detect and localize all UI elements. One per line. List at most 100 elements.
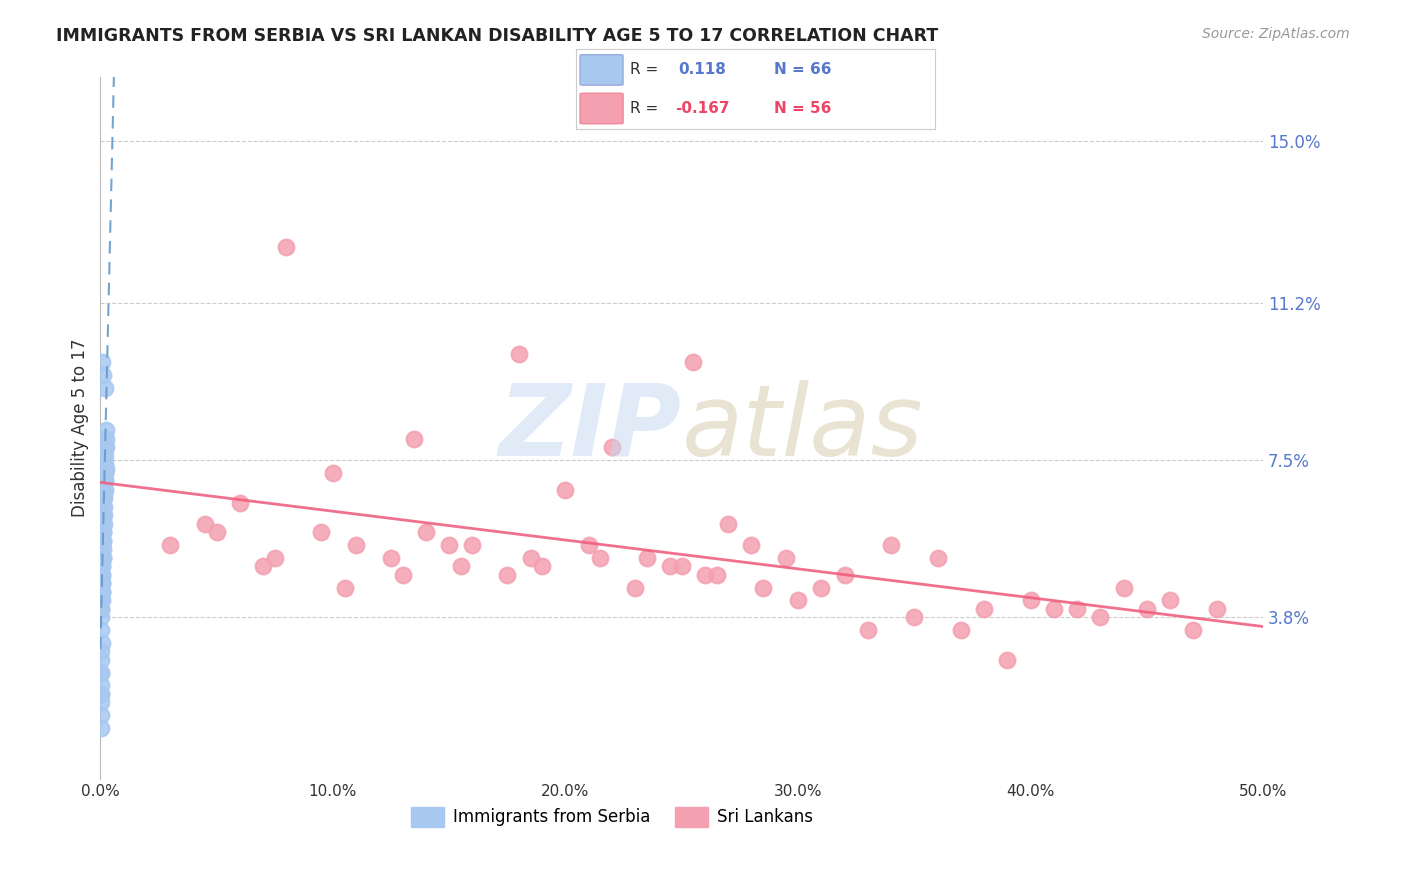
Point xyxy=(1090,610,1112,624)
Point xyxy=(90,538,112,552)
Point xyxy=(90,678,112,692)
Point xyxy=(93,368,115,382)
Text: IMMIGRANTS FROM SERBIA VS SRI LANKAN DISABILITY AGE 5 TO 17 CORRELATION CHART: IMMIGRANTS FROM SERBIA VS SRI LANKAN DIS… xyxy=(56,27,938,45)
Point xyxy=(600,440,623,454)
Point xyxy=(94,475,117,489)
Point xyxy=(404,432,426,446)
Point xyxy=(856,623,879,637)
Point xyxy=(380,550,402,565)
Point xyxy=(90,581,112,595)
Point xyxy=(91,567,114,582)
Point xyxy=(90,593,112,607)
Point xyxy=(90,610,112,624)
Point xyxy=(94,449,117,463)
Point xyxy=(775,550,797,565)
Point xyxy=(90,602,112,616)
Point xyxy=(787,593,810,607)
FancyBboxPatch shape xyxy=(581,54,623,86)
Point xyxy=(90,585,112,599)
Point xyxy=(91,516,114,531)
Point xyxy=(437,538,460,552)
Point xyxy=(90,687,112,701)
Point xyxy=(91,525,114,540)
Point xyxy=(94,440,117,454)
Point xyxy=(96,461,118,475)
Point xyxy=(333,581,356,595)
Point xyxy=(90,708,112,723)
Point xyxy=(496,567,519,582)
Point xyxy=(1205,602,1227,616)
Point xyxy=(91,475,114,489)
Point xyxy=(96,423,118,437)
Point xyxy=(659,559,682,574)
Point xyxy=(995,653,1018,667)
Point xyxy=(90,559,112,574)
Point xyxy=(1182,623,1205,637)
Point xyxy=(90,687,112,701)
Point xyxy=(519,550,541,565)
Point xyxy=(752,581,775,595)
Point xyxy=(706,567,728,582)
Text: R =: R = xyxy=(630,62,658,78)
Point xyxy=(93,525,115,540)
Point xyxy=(93,487,115,501)
Point xyxy=(91,559,114,574)
Text: N = 56: N = 56 xyxy=(773,101,831,116)
Point xyxy=(1066,602,1088,616)
Point xyxy=(624,581,647,595)
Point xyxy=(94,458,117,472)
Point xyxy=(810,581,832,595)
Text: atlas: atlas xyxy=(682,380,924,476)
Point xyxy=(93,491,115,506)
Point xyxy=(159,538,181,552)
Point xyxy=(903,610,925,624)
Point xyxy=(322,466,344,480)
Text: Source: ZipAtlas.com: Source: ZipAtlas.com xyxy=(1202,27,1350,41)
Point xyxy=(91,576,114,591)
Point xyxy=(90,550,112,565)
Point xyxy=(90,602,112,616)
Point xyxy=(93,483,115,497)
Point xyxy=(90,567,112,582)
Point xyxy=(717,516,740,531)
Point xyxy=(91,533,114,548)
Point xyxy=(91,432,114,446)
Point xyxy=(91,550,114,565)
Text: ZIP: ZIP xyxy=(499,380,682,476)
Point xyxy=(91,542,114,557)
Point xyxy=(578,538,600,552)
Point xyxy=(344,538,367,552)
Point xyxy=(391,567,413,582)
Point xyxy=(90,721,112,735)
Point xyxy=(263,550,285,565)
Point xyxy=(93,500,115,514)
Point xyxy=(90,644,112,658)
Point xyxy=(311,525,333,540)
Point xyxy=(90,623,112,637)
Point xyxy=(194,516,217,531)
Point xyxy=(229,495,252,509)
Point xyxy=(91,559,114,574)
Point xyxy=(973,602,995,616)
Point xyxy=(1136,602,1159,616)
Point xyxy=(693,567,716,582)
Point xyxy=(90,665,112,680)
Point xyxy=(93,381,115,395)
Point xyxy=(834,567,856,582)
Point xyxy=(93,483,115,497)
Text: R =: R = xyxy=(630,101,658,116)
Point xyxy=(90,665,112,680)
Point xyxy=(450,559,472,574)
Point xyxy=(252,559,274,574)
Point xyxy=(94,475,117,489)
Point xyxy=(461,538,484,552)
Point xyxy=(90,585,112,599)
Point xyxy=(1112,581,1135,595)
Point xyxy=(90,636,112,650)
Point xyxy=(91,355,114,369)
Point xyxy=(671,559,693,574)
Point xyxy=(1042,602,1064,616)
Point xyxy=(276,240,298,254)
Point xyxy=(682,355,704,369)
Text: 0.118: 0.118 xyxy=(679,62,727,78)
